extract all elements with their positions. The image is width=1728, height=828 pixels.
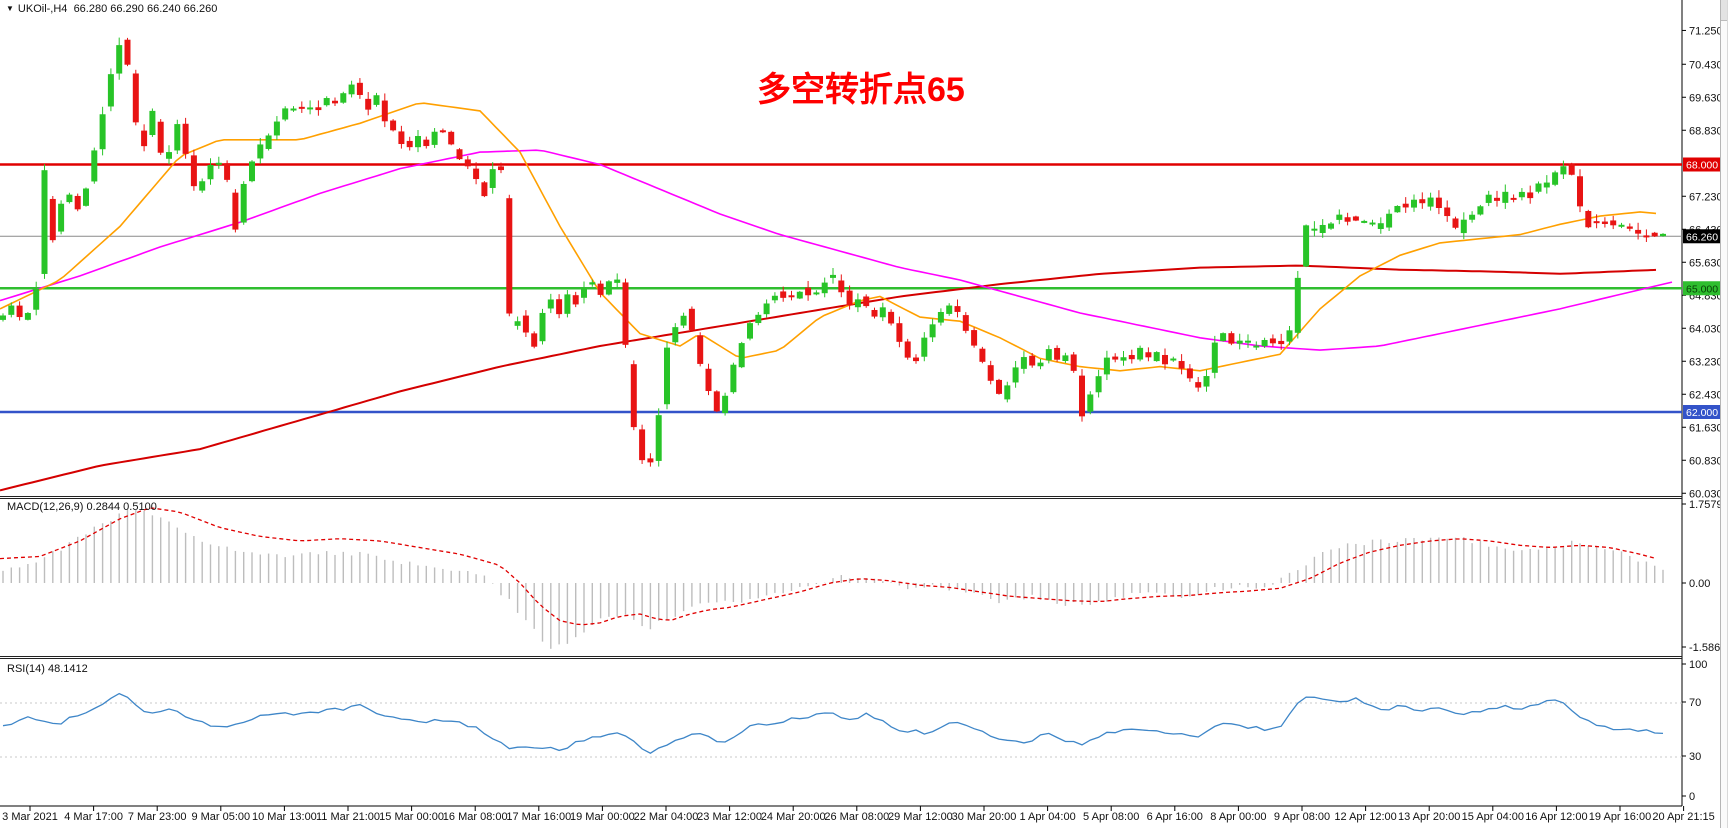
svg-text:62.430: 62.430 xyxy=(1689,389,1723,401)
svg-text:70.430: 70.430 xyxy=(1689,59,1723,71)
svg-text:68.000: 68.000 xyxy=(1686,160,1718,172)
svg-text:0: 0 xyxy=(1689,791,1695,803)
svg-text:7 Mar 23:00: 7 Mar 23:00 xyxy=(128,811,187,823)
svg-text:69.630: 69.630 xyxy=(1689,92,1723,104)
svg-text:17 Mar 16:00: 17 Mar 16:00 xyxy=(506,811,571,823)
svg-text:9 Apr 08:00: 9 Apr 08:00 xyxy=(1274,811,1330,823)
svg-text:29 Mar 12:00: 29 Mar 12:00 xyxy=(888,811,953,823)
svg-text:15 Apr 04:00: 15 Apr 04:00 xyxy=(1462,811,1524,823)
svg-text:100: 100 xyxy=(1689,659,1707,671)
svg-text:70: 70 xyxy=(1689,697,1701,709)
svg-text:26 Mar 08:00: 26 Mar 08:00 xyxy=(824,811,889,823)
svg-text:8 Apr 00:00: 8 Apr 00:00 xyxy=(1210,811,1266,823)
macd-values: 0.2844 0.5100 xyxy=(86,501,157,513)
symbol-info: ▼ UKOil-,H4 66.280 66.290 66.240 66.260 xyxy=(6,3,217,15)
svg-text:30 Mar 20:00: 30 Mar 20:00 xyxy=(952,811,1017,823)
svg-text:68.830: 68.830 xyxy=(1689,125,1723,137)
svg-text:66.260: 66.260 xyxy=(1686,231,1718,243)
symbol-quotes: 66.280 66.290 66.240 66.260 xyxy=(73,3,218,15)
svg-text:65.000: 65.000 xyxy=(1686,283,1718,295)
svg-text:60.830: 60.830 xyxy=(1689,455,1723,467)
svg-text:19 Apr 16:00: 19 Apr 16:00 xyxy=(1589,811,1651,823)
scrollbar-thumb[interactable] xyxy=(1721,0,1727,21)
right-scrollbar[interactable] xyxy=(1720,0,1728,828)
svg-text:1.7579: 1.7579 xyxy=(1689,499,1723,511)
svg-text:24 Mar 20:00: 24 Mar 20:00 xyxy=(761,811,826,823)
svg-text:11 Mar 21:00: 11 Mar 21:00 xyxy=(316,811,380,823)
svg-text:22 Mar 04:00: 22 Mar 04:00 xyxy=(634,811,699,823)
svg-text:6 Apr 16:00: 6 Apr 16:00 xyxy=(1147,811,1203,823)
svg-text:16 Apr 12:00: 16 Apr 12:00 xyxy=(1525,811,1587,823)
svg-text:63.230: 63.230 xyxy=(1689,356,1723,368)
svg-text:9 Mar 05:00: 9 Mar 05:00 xyxy=(191,811,250,823)
macd-indicator-label: MACD(12,26,9) 0.2844 0.5100 xyxy=(7,501,157,513)
symbol-name: UKOil-,H4 xyxy=(17,3,68,15)
svg-text:64.030: 64.030 xyxy=(1689,323,1723,335)
rsi-indicator-label: RSI(14) 48.1412 xyxy=(7,663,88,675)
svg-text:12 Apr 12:00: 12 Apr 12:00 xyxy=(1334,811,1396,823)
svg-text:19 Mar 00:00: 19 Mar 00:00 xyxy=(570,811,635,823)
svg-text:0.00: 0.00 xyxy=(1689,578,1710,590)
chevron-down-icon[interactable]: ▼ xyxy=(6,4,14,13)
svg-text:10 Mar 13:00: 10 Mar 13:00 xyxy=(252,811,317,823)
svg-text:16 Mar 08:00: 16 Mar 08:00 xyxy=(443,811,508,823)
svg-text:20 Apr 21:15: 20 Apr 21:15 xyxy=(1652,811,1714,823)
svg-text:30: 30 xyxy=(1689,751,1701,763)
svg-text:62.000: 62.000 xyxy=(1686,407,1718,419)
svg-text:4 Mar 17:00: 4 Mar 17:00 xyxy=(64,811,123,823)
svg-text:67.230: 67.230 xyxy=(1689,191,1723,203)
svg-text:71.250: 71.250 xyxy=(1689,25,1723,37)
svg-text:61.630: 61.630 xyxy=(1689,422,1723,434)
svg-text:3 Mar 2021: 3 Mar 2021 xyxy=(2,811,58,823)
svg-text:13 Apr 20:00: 13 Apr 20:00 xyxy=(1398,811,1460,823)
svg-text:65.630: 65.630 xyxy=(1689,257,1723,269)
svg-text:1 Apr 04:00: 1 Apr 04:00 xyxy=(1019,811,1075,823)
rsi-value: 48.1412 xyxy=(47,663,88,675)
svg-text:15 Mar 00:00: 15 Mar 00:00 xyxy=(379,811,444,823)
annotation-text: 多空转折点65 xyxy=(757,71,965,109)
svg-text:5 Apr 08:00: 5 Apr 08:00 xyxy=(1083,811,1139,823)
svg-text:-1.5867: -1.5867 xyxy=(1689,642,1726,654)
svg-text:23 Mar 12:00: 23 Mar 12:00 xyxy=(697,811,762,823)
svg-text:60.030: 60.030 xyxy=(1689,488,1723,500)
